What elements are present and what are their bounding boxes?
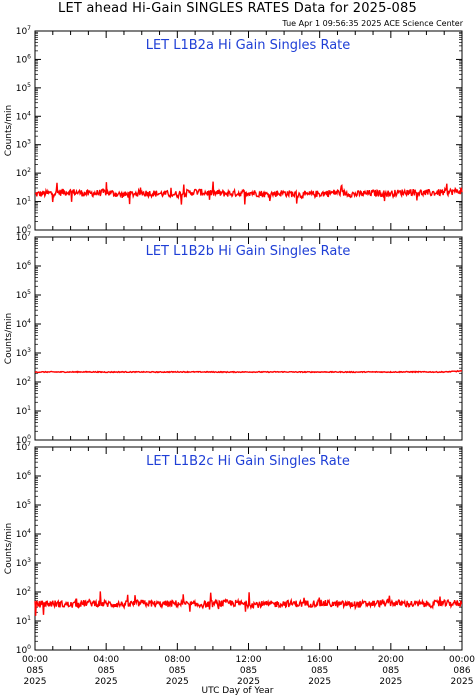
x-tick-label: 2025 — [379, 677, 402, 687]
rate-series-line — [34, 369, 463, 374]
x-tick-label: 085 — [311, 666, 328, 676]
y-tick-label: 101 — [16, 615, 31, 627]
panel-title: LET L1B2a Hi Gain Singles Rate — [146, 38, 351, 53]
x-tick-label: 085 — [169, 666, 186, 676]
x-tick-label: 16:00 — [307, 655, 333, 665]
x-tick-label: 2025 — [166, 677, 189, 687]
y-tick-label: 100 — [16, 434, 31, 446]
x-tick-label: 20:00 — [378, 655, 404, 665]
y-tick-label: 104 — [16, 528, 31, 540]
x-tick-label: 00:00 — [22, 655, 48, 665]
y-tick-label: 106 — [16, 260, 31, 272]
y-axis-label: Counts/min — [4, 105, 14, 156]
y-tick-label: 105 — [16, 289, 31, 301]
x-tick-label: 2025 — [451, 677, 474, 687]
x-tick-label: 12:00 — [236, 655, 262, 665]
y-tick-label: 106 — [16, 53, 31, 65]
y-tick-label: 107 — [16, 231, 31, 243]
y-tick-label: 104 — [16, 318, 31, 330]
rate-series-line — [34, 591, 463, 616]
x-tick-label: 085 — [26, 666, 43, 676]
y-tick-label: 103 — [16, 139, 31, 151]
y-tick-label: 101 — [16, 405, 31, 417]
y-tick-label: 103 — [16, 557, 31, 569]
plot-frame — [34, 236, 463, 441]
y-tick-label: 101 — [16, 196, 31, 208]
panel-3: 100 101 102 103 104 105 106 107 LET L1B2c Hi Gai… — [4, 441, 463, 656]
rate-series-line — [34, 181, 463, 205]
y-tick-label: 106 — [16, 470, 31, 482]
x-tick-label: 08:00 — [164, 655, 190, 665]
panel-title: LET L1B2b Hi Gain Singles Rate — [146, 244, 351, 259]
x-tick-label: 085 — [382, 666, 399, 676]
panel-2: 100 101 102 103 104 105 106 107 LET L1B2b Hi Gai… — [4, 231, 463, 446]
y-tick-label: 105 — [16, 82, 31, 94]
y-tick-label: 107 — [16, 441, 31, 453]
x-tick-label: 085 — [240, 666, 257, 676]
x-tick-label: 2025 — [237, 677, 260, 687]
x-tick-label: 00:00 — [449, 655, 475, 665]
y-tick-label: 102 — [16, 586, 31, 598]
x-tick-label: 04:00 — [93, 655, 119, 665]
y-tick-label: 102 — [16, 376, 31, 388]
plot-frame — [34, 446, 463, 651]
y-tick-label: 100 — [16, 644, 31, 656]
x-tick-label: 085 — [98, 666, 115, 676]
x-tick-label: 2025 — [308, 677, 331, 687]
y-tick-label: 107 — [16, 25, 31, 37]
y-tick-label: 105 — [16, 499, 31, 511]
x-axis-label: UTC Day of Year — [201, 686, 274, 696]
x-tick-label: 2025 — [24, 677, 47, 687]
panel-1: 100 101 102 103 104 105 106 107 LET L1B2a Hi Gai… — [4, 25, 463, 236]
page-title: LET ahead Hi-Gain SINGLES RATES Data for… — [58, 1, 417, 16]
panel-title: LET L1B2c Hi Gain Singles Rate — [146, 454, 350, 469]
y-tick-label: 104 — [16, 110, 31, 122]
plot-frame — [34, 30, 463, 231]
y-tick-label: 102 — [16, 167, 31, 179]
y-axis-label: Counts/min — [4, 523, 14, 574]
y-axis-label: Counts/min — [4, 313, 14, 364]
x-tick-label: 2025 — [95, 677, 118, 687]
generation-timestamp: Tue Apr 1 09:56:35 2025 ACE Science Cent… — [282, 19, 463, 28]
y-tick-label: 100 — [16, 224, 31, 236]
y-tick-label: 103 — [16, 347, 31, 359]
x-tick-label: 086 — [453, 666, 470, 676]
